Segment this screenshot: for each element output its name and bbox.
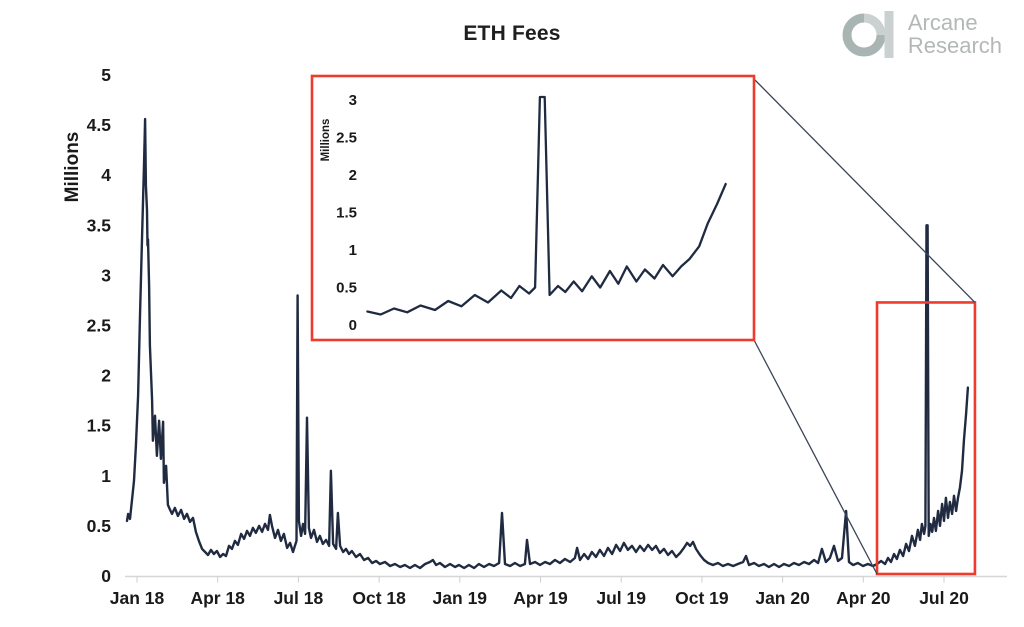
inset-y-tick-label: 1.5 <box>336 205 357 222</box>
y-tick-label: 2.5 <box>87 316 112 336</box>
inset-y-axis-title: Millions <box>320 119 332 162</box>
x-tick-label: Jan 18 <box>110 588 165 608</box>
y-tick-label: 0.5 <box>87 516 112 536</box>
y-tick-label: 1.5 <box>87 416 112 436</box>
x-tick-label: Jul 18 <box>274 588 324 608</box>
y-tick-label: 1 <box>101 466 111 486</box>
x-tick-label: Apr 20 <box>836 588 891 608</box>
y-tick-label: 3 <box>101 265 111 285</box>
y-tick-label: 4 <box>101 165 111 185</box>
inset-series-line <box>366 95 727 316</box>
x-tick-label: Oct 18 <box>352 588 406 608</box>
logo-ring-light <box>863 13 886 36</box>
y-tick-label: 5 <box>101 65 111 85</box>
inset-y-tick-label: 3 <box>349 92 357 109</box>
logo-text: Arcane Research <box>907 9 1002 58</box>
y-tick-label: 2 <box>101 366 111 386</box>
inset-y-tick-label: 2.5 <box>336 130 357 147</box>
main-series-line <box>125 117 970 570</box>
chart-title: ETH Fees <box>463 22 561 45</box>
highlight-rect <box>875 301 977 576</box>
logo-bar <box>884 11 894 58</box>
x-tick-label: Apr 19 <box>513 588 568 608</box>
y-tick-label: 0 <box>101 566 111 586</box>
y-tick-label: 3.5 <box>87 215 112 235</box>
inset-y-tick-label: 0 <box>349 317 357 334</box>
logo-line2: Research <box>907 33 1002 58</box>
connector-line-bottom <box>753 339 878 575</box>
x-tick-label: Jul 19 <box>596 588 646 608</box>
arcane-logo-icon <box>842 11 894 58</box>
inset-y-tick-label: 2 <box>349 167 357 184</box>
x-tick-label: Jan 19 <box>433 588 488 608</box>
x-tick-label: Oct 19 <box>675 588 729 608</box>
inset-y-tick-label: 0.5 <box>336 280 357 297</box>
x-tick-label: Apr 18 <box>190 588 245 608</box>
logo-line1: Arcane <box>907 9 978 35</box>
inset-box <box>310 74 756 342</box>
y-tick-label: 4.5 <box>87 115 112 135</box>
connector-line-top <box>753 78 976 303</box>
y-axis-title: Millions <box>62 132 83 203</box>
inset-y-tick-label: 1 <box>349 242 357 259</box>
arcane-research-logo: Arcane Research <box>841 8 1002 60</box>
x-tick-label: Jul 20 <box>919 588 969 608</box>
logo-ring-dark <box>842 13 886 57</box>
x-tick-label: Jan 20 <box>755 588 810 608</box>
